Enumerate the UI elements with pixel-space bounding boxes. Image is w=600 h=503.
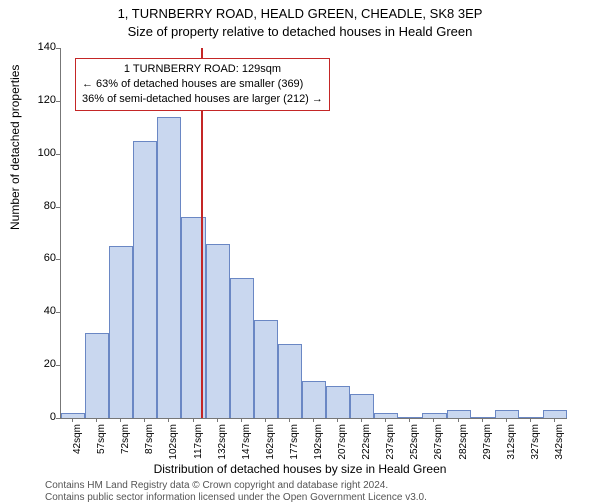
x-tick-label: 57sqm — [96, 424, 107, 464]
x-tick-mark — [313, 418, 314, 422]
annotation-line: 36% of semi-detached houses are larger (… — [82, 92, 323, 107]
x-tick-label: 312sqm — [506, 424, 517, 464]
x-tick-label: 177sqm — [289, 424, 300, 464]
x-tick-mark — [458, 418, 459, 422]
histogram-bar — [109, 246, 133, 418]
annotation-line: 1 TURNBERRY ROAD: 129sqm — [82, 62, 323, 77]
footer-line1: Contains HM Land Registry data © Crown c… — [45, 480, 388, 491]
x-tick-mark — [506, 418, 507, 422]
x-tick-label: 132sqm — [217, 424, 228, 464]
y-tick-label: 40 — [30, 305, 56, 317]
chart-container: 1, TURNBERRY ROAD, HEALD GREEN, CHEADLE,… — [0, 0, 600, 500]
x-tick-mark — [217, 418, 218, 422]
y-tick-mark — [56, 312, 60, 313]
y-tick-label: 120 — [30, 94, 56, 106]
histogram-bar — [61, 413, 85, 418]
y-tick-label: 140 — [30, 41, 56, 53]
histogram-bar — [543, 410, 567, 418]
x-tick-mark — [482, 418, 483, 422]
histogram-bar — [230, 278, 254, 418]
y-axis-label: Number of detached properties — [8, 65, 22, 230]
x-tick-mark — [361, 418, 362, 422]
histogram-bar — [278, 344, 302, 418]
x-tick-label: 147sqm — [241, 424, 252, 464]
y-tick-mark — [56, 48, 60, 49]
x-tick-label: 297sqm — [482, 424, 493, 464]
histogram-bar — [398, 417, 422, 418]
x-tick-label: 207sqm — [337, 424, 348, 464]
histogram-bar — [133, 141, 157, 419]
histogram-bar — [350, 394, 374, 418]
x-tick-label: 267sqm — [433, 424, 444, 464]
histogram-bar — [254, 320, 278, 418]
histogram-bar — [326, 386, 350, 418]
x-tick-label: 162sqm — [265, 424, 276, 464]
x-axis-label: Distribution of detached houses by size … — [0, 462, 600, 476]
x-tick-mark — [433, 418, 434, 422]
chart-title-line2: Size of property relative to detached ho… — [0, 24, 600, 39]
histogram-bar — [374, 413, 398, 418]
x-tick-label: 72sqm — [120, 424, 131, 464]
histogram-bar — [471, 417, 495, 418]
y-tick-label: 80 — [30, 200, 56, 212]
x-tick-mark — [193, 418, 194, 422]
x-tick-mark — [168, 418, 169, 422]
x-tick-mark — [120, 418, 121, 422]
x-tick-label: 252sqm — [409, 424, 420, 464]
footer-line2: Contains public sector information licen… — [45, 492, 427, 503]
x-tick-mark — [241, 418, 242, 422]
x-tick-mark — [530, 418, 531, 422]
histogram-bar — [422, 413, 446, 418]
x-tick-label: 117sqm — [193, 424, 204, 464]
histogram-bar — [495, 410, 519, 418]
y-tick-mark — [56, 101, 60, 102]
x-tick-mark — [409, 418, 410, 422]
y-tick-mark — [56, 154, 60, 155]
x-tick-label: 222sqm — [361, 424, 372, 464]
y-tick-label: 100 — [30, 147, 56, 159]
x-tick-mark — [72, 418, 73, 422]
histogram-bar — [302, 381, 326, 418]
y-tick-label: 20 — [30, 358, 56, 370]
x-tick-label: 42sqm — [72, 424, 83, 464]
x-tick-mark — [289, 418, 290, 422]
x-tick-label: 282sqm — [458, 424, 469, 464]
x-tick-mark — [337, 418, 338, 422]
y-tick-mark — [56, 418, 60, 419]
annotation-box: 1 TURNBERRY ROAD: 129sqm← 63% of detache… — [75, 58, 330, 111]
x-tick-label: 327sqm — [530, 424, 541, 464]
histogram-bar — [519, 417, 543, 418]
y-tick-label: 0 — [30, 411, 56, 423]
x-tick-label: 87sqm — [144, 424, 155, 464]
x-tick-label: 237sqm — [385, 424, 396, 464]
x-tick-mark — [144, 418, 145, 422]
y-tick-mark — [56, 259, 60, 260]
histogram-bar — [447, 410, 471, 418]
x-tick-mark — [554, 418, 555, 422]
x-tick-label: 192sqm — [313, 424, 324, 464]
y-tick-mark — [56, 207, 60, 208]
x-tick-mark — [265, 418, 266, 422]
y-tick-label: 60 — [30, 252, 56, 264]
annotation-line: ← 63% of detached houses are smaller (36… — [82, 77, 323, 92]
histogram-bar — [206, 244, 230, 418]
histogram-bar — [157, 117, 181, 418]
y-tick-mark — [56, 365, 60, 366]
x-tick-mark — [96, 418, 97, 422]
chart-title-line1: 1, TURNBERRY ROAD, HEALD GREEN, CHEADLE,… — [0, 6, 600, 21]
x-tick-label: 102sqm — [168, 424, 179, 464]
x-tick-mark — [385, 418, 386, 422]
histogram-bar — [85, 333, 109, 418]
x-tick-label: 342sqm — [554, 424, 565, 464]
